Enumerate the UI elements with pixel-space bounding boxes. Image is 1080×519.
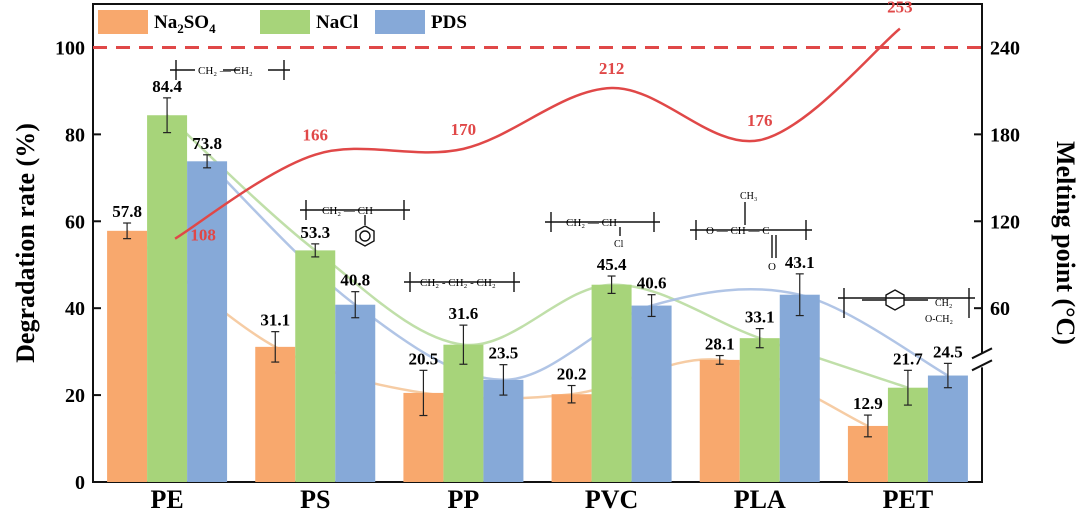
bar-value-label: 20.5 [409, 349, 439, 368]
y-axis-title: Degradation rate (%) [11, 123, 40, 363]
bar-value-label: 40.6 [637, 274, 667, 293]
pla-structure-text: O — CH — C [706, 225, 770, 237]
bar-value-label: 43.1 [785, 253, 815, 272]
pla-ch3-text: CH₃ [740, 191, 757, 202]
pp-structure-icon [404, 272, 520, 292]
bar [335, 304, 376, 482]
bar-value-label: 40.8 [340, 271, 370, 290]
bar [255, 346, 296, 482]
bar-value-label: 28.1 [705, 335, 735, 354]
melting-point-label: 176 [747, 111, 773, 130]
bar [927, 375, 968, 482]
ps-structure-text: CH₂ — CH [322, 205, 373, 217]
bar [147, 115, 188, 482]
bar [591, 284, 632, 482]
bars [107, 97, 968, 482]
legend-label-nacl: NaCl [316, 12, 358, 33]
axis-break-gap [978, 353, 986, 368]
legend: Na2SO4 NaCl PDS [98, 10, 467, 36]
y-tick-label: 60 [65, 211, 85, 233]
legend-label-pds: PDS [431, 12, 467, 33]
y-tick-label: 100 [55, 37, 85, 59]
pla-o-text: O [768, 261, 776, 273]
pe-structure-icon [170, 60, 290, 80]
pet-structure-text: CH₂ [935, 298, 952, 309]
bar-value-label: 23.5 [489, 344, 519, 363]
bar-value-label: 31.1 [260, 311, 290, 330]
plot-frame [92, 3, 983, 483]
y-tick-label: 0 [75, 472, 85, 494]
bar [443, 344, 484, 482]
melting-point-series: 108 166 170 212 176 253 [174, 0, 913, 245]
bar [739, 338, 780, 482]
bar [187, 161, 228, 482]
melting-point-label: 166 [303, 126, 329, 145]
pvc-structure-icon [545, 212, 660, 236]
y-tick-label: 20 [65, 385, 85, 407]
melting-point-label: 108 [190, 226, 216, 245]
melting-point-label: 170 [451, 120, 477, 139]
pet-structure-icon [838, 288, 975, 318]
ps-structure-icon [300, 200, 410, 247]
bar [631, 305, 672, 482]
bar-value-label: 73.8 [192, 134, 222, 153]
y-tick-label: 80 [65, 124, 85, 146]
bar-value-label: 21.7 [893, 349, 923, 368]
bar [107, 230, 148, 482]
x-tick-label: PE [150, 485, 183, 514]
bar [551, 394, 592, 482]
y2-axis-title: Melting point (°C) [1051, 141, 1080, 345]
pet-structure-text-2: O-CH₂ [925, 314, 953, 325]
y2-tick-label: 120 [990, 211, 1020, 233]
axis-break-mark [971, 359, 993, 372]
x-tick-label: PET [883, 485, 934, 514]
pla-structure-icon [690, 202, 812, 258]
melting-point-label: 212 [599, 59, 625, 78]
pe-structure-text: CH₂ — CH₂ [198, 65, 253, 77]
bar-value-label: 12.9 [853, 394, 883, 413]
pvc-structure-text: CH₂ — CH [566, 217, 617, 229]
bar-value-label: 33.1 [745, 308, 775, 327]
axes: 02040608010060120180240300Degradation ra… [11, 3, 1080, 514]
bar-value-label: 45.4 [597, 255, 627, 274]
pvc-cl-text: Cl [614, 239, 624, 250]
legend-swatch-na2so4 [98, 10, 148, 34]
bar [699, 359, 740, 482]
y2-tick-label: 240 [990, 37, 1020, 59]
legend-swatch-nacl [260, 10, 310, 34]
pp-structure-text: CH₂ - CH₂ - CH₂ [420, 277, 496, 289]
bar-value-label: 31.6 [449, 304, 479, 323]
x-tick-label: PLA [734, 485, 786, 514]
melting-point-line [174, 27, 901, 240]
value-labels: 57.8 84.4 73.8 31.1 53.3 40.8 20.5 31.6 23.5 20.2… [112, 77, 963, 413]
bar [295, 250, 336, 482]
axis-break-mark [971, 347, 993, 360]
melting-point-label: 253 [887, 0, 913, 17]
legend-swatch-pds [375, 10, 425, 34]
bar-value-label: 57.8 [112, 202, 142, 221]
bar-value-label: 84.4 [152, 77, 182, 96]
trend-lines [126, 114, 949, 428]
y2-tick-label: 180 [990, 124, 1020, 146]
bar-value-label: 20.2 [557, 365, 587, 384]
bar-value-label: 53.3 [300, 223, 330, 242]
x-tick-label: PS [300, 485, 330, 514]
x-tick-label: PP [448, 485, 480, 514]
x-tick-label: PVC [585, 485, 638, 514]
y2-tick-label: 60 [990, 298, 1010, 320]
bar [779, 294, 820, 482]
y-tick-label: 40 [65, 298, 85, 320]
bar-value-label: 24.5 [933, 342, 963, 361]
legend-label-na2so4: Na2SO4 [154, 12, 216, 36]
bar [483, 379, 524, 482]
